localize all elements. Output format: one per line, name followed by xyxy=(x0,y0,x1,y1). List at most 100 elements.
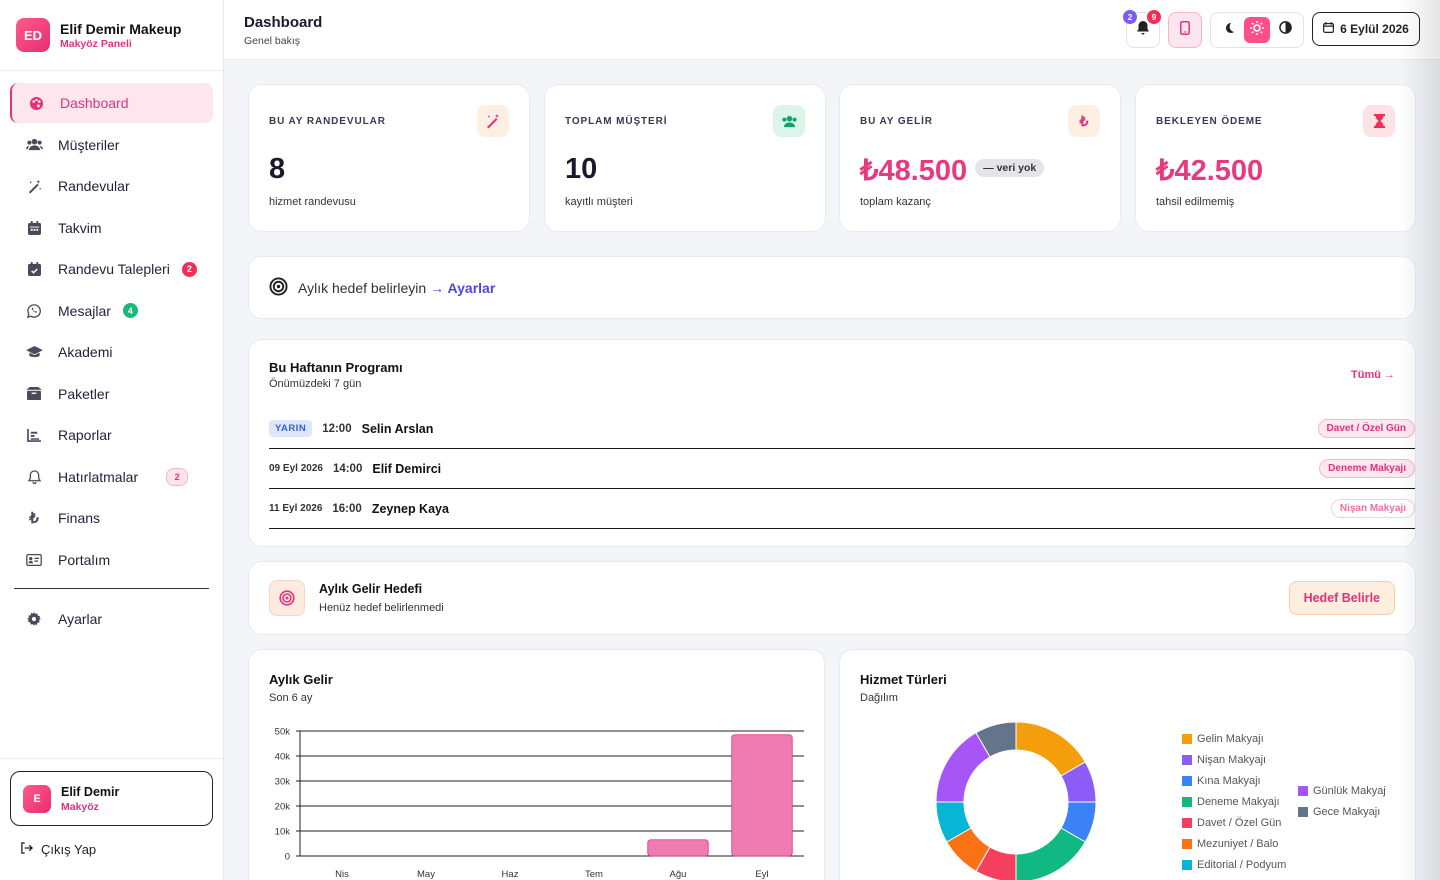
magic-wand-icon xyxy=(477,105,509,137)
x-tick-label: Haz xyxy=(502,869,519,880)
legend-swatch xyxy=(1182,734,1192,744)
list-item[interactable]: 09 Eyl 2026 14:00 Elif Demirci Deneme Ma… xyxy=(269,449,1415,489)
set-goal-button[interactable]: Hedef Belirle xyxy=(1288,581,1395,615)
page-title: Dashboard xyxy=(244,14,323,31)
sidebar-item-label: Portalım xyxy=(58,551,111,568)
sidebar-item-raporlar[interactable]: Raporlar xyxy=(10,415,213,455)
legend-item[interactable]: Gelin Makyajı xyxy=(1182,733,1264,745)
sidebar-item-label: Randevu Talepleri xyxy=(58,261,170,277)
user-card[interactable]: E Elif Demir Makyöz xyxy=(10,771,213,826)
customer-name: Selin Arslan xyxy=(361,421,434,436)
mobile-view-button[interactable] xyxy=(1168,12,1202,48)
y-tick-label: 30k xyxy=(275,777,291,788)
goal-prompt-banner: Aylık hedef belirleyin → Ayarlar xyxy=(248,256,1416,319)
legend-item[interactable]: Gece Makyajı xyxy=(1298,806,1380,818)
settings-link[interactable]: → Ayarlar xyxy=(430,279,496,296)
dark-mode-button[interactable] xyxy=(1216,17,1242,43)
sidebar-item-takvim[interactable]: Takvim xyxy=(10,208,213,248)
sidebar-item-finans[interactable]: ₺ Finans xyxy=(10,498,213,538)
notification-badge-purple: 2 xyxy=(1123,10,1137,24)
monthly-revenue-chart-card: Aylık Gelir Son 6 ay 0 10k 20k 30k 40k 50k Nis… xyxy=(248,649,825,880)
legend-item[interactable]: Deneme Makyajı xyxy=(1182,796,1280,808)
brand-name: Elif Demir Makeup xyxy=(60,20,182,37)
y-tick-label: 50k xyxy=(275,727,291,738)
legend-item[interactable]: Mezuniyet / Balo xyxy=(1182,838,1278,850)
sidebar-item-dashboard[interactable]: Dashboard xyxy=(10,83,213,123)
sidebar-item-paketler[interactable]: Paketler xyxy=(10,374,213,414)
see-all-link[interactable]: Tümü → xyxy=(1351,369,1395,381)
hourglass-icon xyxy=(1363,105,1395,137)
donut-slice xyxy=(975,721,1017,758)
service-badge: Deneme Makyajı xyxy=(1319,459,1415,478)
light-mode-button[interactable] xyxy=(1244,17,1270,43)
legend-item[interactable]: Davet / Özel Gün xyxy=(1182,817,1281,829)
date-picker-button[interactable]: 6 Eylül 2026 xyxy=(1312,12,1420,46)
sidebar-item-akademi[interactable]: Akademi xyxy=(10,332,213,372)
legend-item[interactable]: Günlük Makyaj xyxy=(1298,785,1386,797)
box-icon xyxy=(24,384,44,404)
notifications-button[interactable]: 2 9 xyxy=(1123,10,1161,48)
user-role: Makyöz xyxy=(61,800,99,813)
brand-subtitle: Makyöz Paneli xyxy=(60,37,132,50)
weekly-program-card: Bu Haftanın Programı Önümüzdeki 7 gün Tü… xyxy=(248,339,1416,547)
current-date: 6 Eylül 2026 xyxy=(1340,22,1409,36)
list-item[interactable]: 11 Eyl 2026 16:00 Zeynep Kaya Nişan Maky… xyxy=(269,489,1415,529)
stat-card-pending: BEKLEYEN ÖDEME ₺42.500 tahsil edilmemiş xyxy=(1135,84,1416,232)
sidebar-item-musteriler[interactable]: Müşteriler xyxy=(10,125,213,165)
sidebar-item-portalim[interactable]: Portalım xyxy=(10,540,213,580)
revenue-bar-chart: 0 10k 20k 30k 40k 50k Nis May Haz Tem Ağu Eyl xyxy=(275,727,804,880)
stat-card-revenue: BU AY GELİR ₺ ₺48.500 — veri yok toplam k… xyxy=(839,84,1121,232)
sidebar-item-randevu-talepleri[interactable]: Randevu Talepleri 2 xyxy=(10,249,213,289)
sidebar-item-label: Müşteriler xyxy=(58,136,120,153)
service-badge: Davet / Özel Gün xyxy=(1317,419,1415,438)
no-data-pill: — veri yok xyxy=(975,159,1045,178)
logout-button[interactable]: Çıkış Yap xyxy=(20,842,96,857)
legend-swatch xyxy=(1182,818,1192,828)
y-tick-label: 10k xyxy=(275,827,291,838)
id-card-icon xyxy=(24,550,44,570)
appointment-time: 16:00 xyxy=(332,502,362,515)
target-icon xyxy=(269,580,305,616)
legend-item[interactable]: Nişan Makyajı xyxy=(1182,754,1266,766)
legend-label: Gece Makyajı xyxy=(1313,806,1381,818)
legend-item[interactable]: Editorial / Podyum xyxy=(1182,859,1286,871)
chart-title: Hizmet Türleri xyxy=(860,672,947,687)
sidebar-item-randevular[interactable]: Randevular xyxy=(10,166,213,206)
section-title: Bu Haftanın Programı xyxy=(269,360,403,375)
auto-mode-button[interactable] xyxy=(1272,17,1298,43)
list-item[interactable]: YARIN 12:00 Selin Arslan Davet / Özel Gü… xyxy=(269,409,1415,449)
goal-prompt-text: Aylık hedef belirleyin xyxy=(298,279,427,296)
sidebar-item-label: Dashboard xyxy=(60,95,129,111)
sidebar-item-hatirlatmalar[interactable]: Hatırlatmalar 2 xyxy=(10,457,213,497)
legend-label: Editorial / Podyum xyxy=(1197,859,1287,871)
legend-swatch xyxy=(1182,860,1192,870)
appointment-day: 11 Eyl 2026 xyxy=(269,503,323,514)
messages-count-badge: 4 xyxy=(122,303,138,318)
sidebar-item-label: Hatırlatmalar xyxy=(58,468,139,485)
avatar: E xyxy=(23,784,51,813)
stat-label: BU AY GELİR xyxy=(860,116,933,127)
lira-icon: ₺ xyxy=(29,510,39,527)
contrast-icon xyxy=(1278,21,1292,39)
theme-switcher xyxy=(1210,12,1304,48)
sidebar: ED Elif Demir Makeup Makyöz Paneli Dashb… xyxy=(0,0,224,880)
stat-value: ₺48.500 — veri yok xyxy=(860,153,1045,188)
sidebar-item-ayarlar[interactable]: Ayarlar xyxy=(10,599,213,639)
chart-title: Aylık Gelir xyxy=(269,672,333,687)
bell-icon xyxy=(24,467,44,487)
stat-label: BEKLEYEN ÖDEME xyxy=(1156,116,1263,127)
legend-swatch xyxy=(1298,786,1308,796)
users-icon xyxy=(24,135,44,155)
sidebar-item-mesajlar[interactable]: Mesajlar 4 xyxy=(10,291,213,331)
chart-subtitle: Dağılım xyxy=(860,692,898,704)
sidebar-item-label: Ayarlar xyxy=(58,610,103,627)
logout-label: Çıkış Yap xyxy=(41,842,97,857)
legend-label: Günlük Makyaj xyxy=(1313,785,1386,797)
appointment-day: YARIN xyxy=(269,420,313,437)
notification-badge-red: 9 xyxy=(1147,10,1161,24)
sidebar-item-label: Akademi xyxy=(58,344,113,360)
brand: ED Elif Demir Makeup Makyöz Paneli xyxy=(0,0,223,71)
legend-item[interactable]: Kına Makyajı xyxy=(1182,775,1261,787)
moon-icon xyxy=(1223,21,1235,39)
legend-swatch xyxy=(1182,776,1192,786)
